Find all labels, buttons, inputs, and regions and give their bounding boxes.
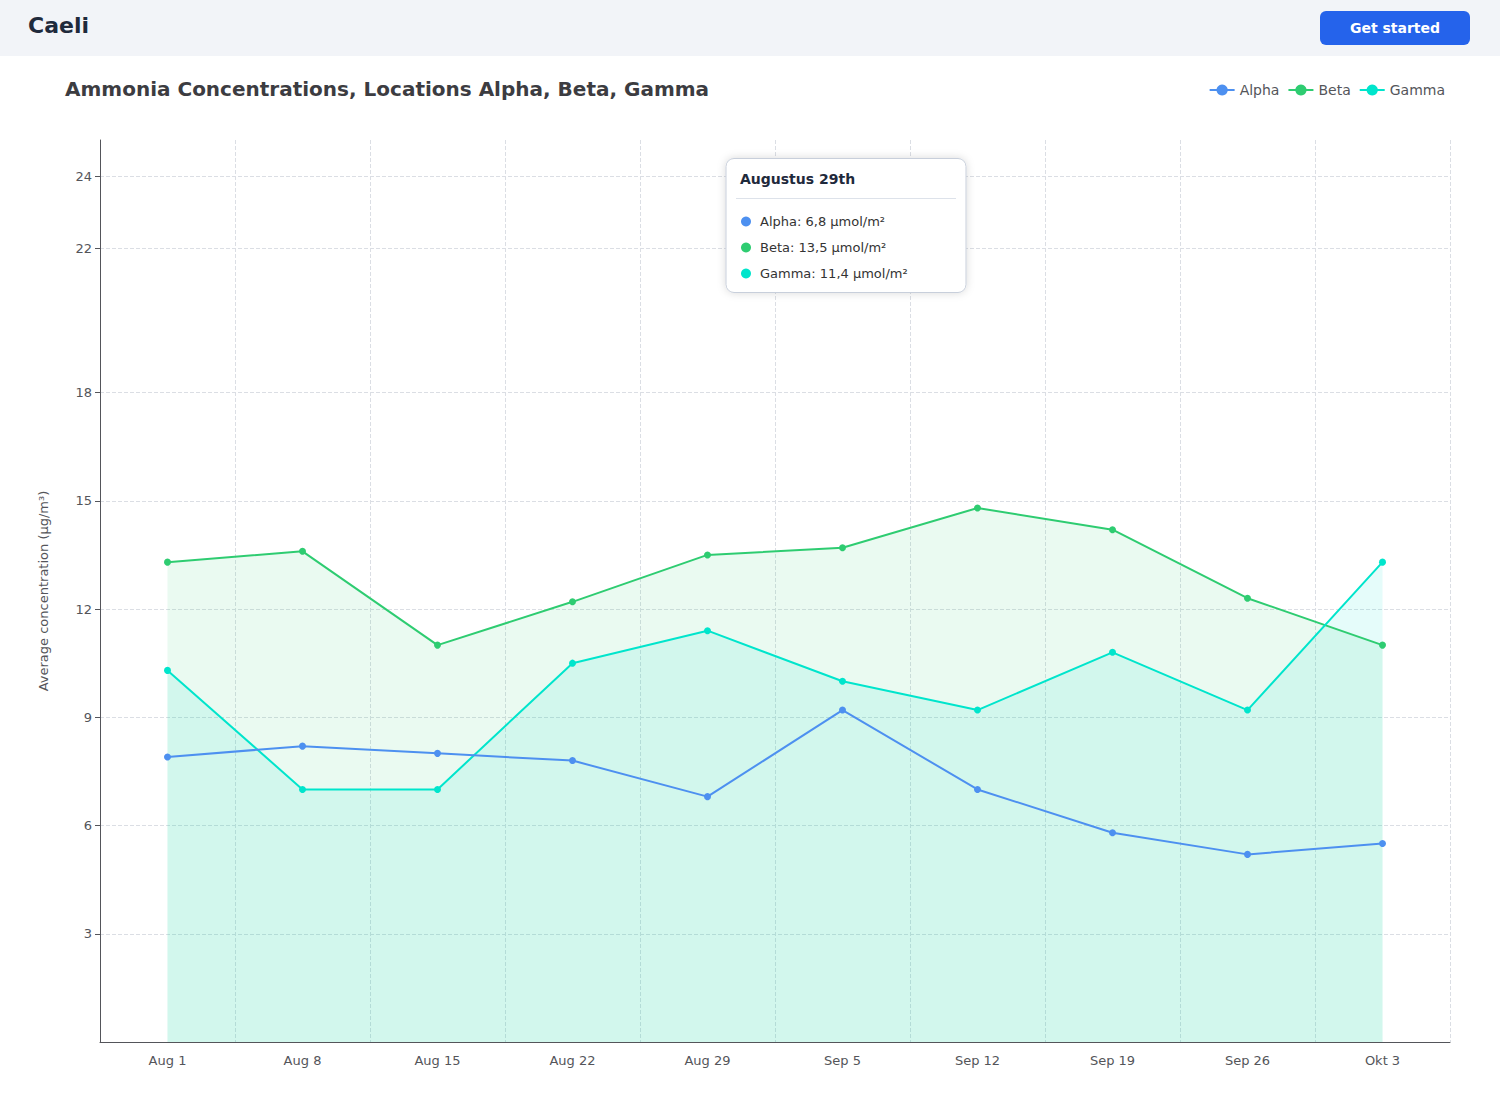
svg-text:Aug 22: Aug 22 bbox=[549, 1053, 595, 1068]
svg-text:9: 9 bbox=[84, 710, 92, 725]
svg-text:Aug 15: Aug 15 bbox=[414, 1053, 460, 1068]
svg-text:6: 6 bbox=[84, 818, 92, 833]
svg-text:Caeli: Caeli bbox=[28, 13, 89, 38]
svg-text:Alpha: Alpha bbox=[1240, 82, 1280, 98]
svg-text:Augustus 29th: Augustus 29th bbox=[740, 171, 855, 187]
svg-text:Average concentration (μg/m³): Average concentration (μg/m³) bbox=[36, 491, 51, 692]
svg-text:Beta: Beta bbox=[1318, 82, 1350, 98]
svg-text:Alpha: 6,8 μmol/m²: Alpha: 6,8 μmol/m² bbox=[760, 214, 885, 229]
svg-text:Aug 29: Aug 29 bbox=[684, 1053, 730, 1068]
svg-text:Gamma: 11,4 μmol/m²: Gamma: 11,4 μmol/m² bbox=[760, 266, 908, 281]
svg-text:Sep 19: Sep 19 bbox=[1090, 1053, 1135, 1068]
svg-text:Beta: 13,5 μmol/m²: Beta: 13,5 μmol/m² bbox=[760, 240, 886, 255]
svg-text:Aug 8: Aug 8 bbox=[284, 1053, 322, 1068]
svg-text:Ammonia Concentrations, Locati: Ammonia Concentrations, Locations Alpha,… bbox=[65, 77, 709, 101]
svg-text:Aug 1: Aug 1 bbox=[149, 1053, 187, 1068]
svg-text:18: 18 bbox=[75, 385, 92, 400]
svg-text:15: 15 bbox=[75, 493, 92, 508]
svg-text:Sep 12: Sep 12 bbox=[955, 1053, 1000, 1068]
svg-text:12: 12 bbox=[75, 602, 92, 617]
svg-text:Get started: Get started bbox=[1350, 20, 1440, 36]
svg-text:Sep 26: Sep 26 bbox=[1225, 1053, 1270, 1068]
svg-text:Sep 5: Sep 5 bbox=[824, 1053, 861, 1068]
svg-text:22: 22 bbox=[75, 241, 92, 256]
svg-text:Okt 3: Okt 3 bbox=[1365, 1053, 1400, 1068]
svg-text:3: 3 bbox=[84, 926, 92, 941]
svg-text:24: 24 bbox=[75, 169, 92, 184]
svg-text:Gamma: Gamma bbox=[1390, 82, 1445, 98]
